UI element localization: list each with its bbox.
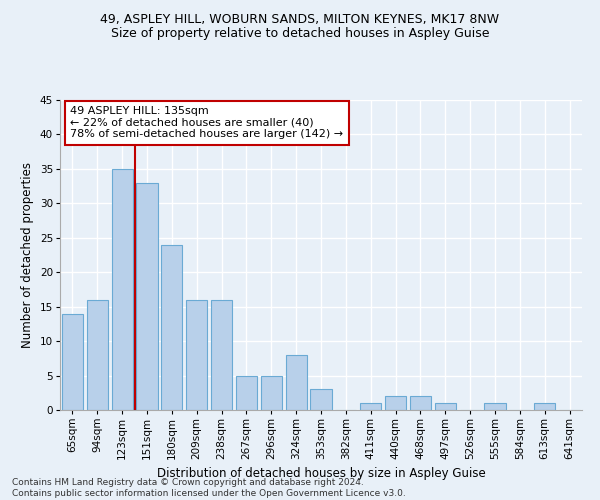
- Bar: [62, 314, 83, 410]
- Text: Size of property relative to detached houses in Aspley Guise: Size of property relative to detached ho…: [111, 28, 489, 40]
- Bar: [410, 396, 431, 410]
- Bar: [261, 376, 282, 410]
- Bar: [161, 244, 182, 410]
- X-axis label: Distribution of detached houses by size in Aspley Guise: Distribution of detached houses by size …: [157, 468, 485, 480]
- Bar: [435, 403, 456, 410]
- Bar: [385, 396, 406, 410]
- Text: 49, ASPLEY HILL, WOBURN SANDS, MILTON KEYNES, MK17 8NW: 49, ASPLEY HILL, WOBURN SANDS, MILTON KE…: [100, 12, 500, 26]
- Bar: [112, 169, 133, 410]
- Bar: [484, 403, 506, 410]
- Y-axis label: Number of detached properties: Number of detached properties: [21, 162, 34, 348]
- Bar: [87, 300, 108, 410]
- Bar: [286, 355, 307, 410]
- Bar: [236, 376, 257, 410]
- Bar: [211, 300, 232, 410]
- Bar: [136, 182, 158, 410]
- Bar: [534, 403, 555, 410]
- Text: 49 ASPLEY HILL: 135sqm
← 22% of detached houses are smaller (40)
78% of semi-det: 49 ASPLEY HILL: 135sqm ← 22% of detached…: [70, 106, 344, 140]
- Bar: [310, 390, 332, 410]
- Bar: [360, 403, 381, 410]
- Bar: [186, 300, 207, 410]
- Text: Contains HM Land Registry data © Crown copyright and database right 2024.
Contai: Contains HM Land Registry data © Crown c…: [12, 478, 406, 498]
